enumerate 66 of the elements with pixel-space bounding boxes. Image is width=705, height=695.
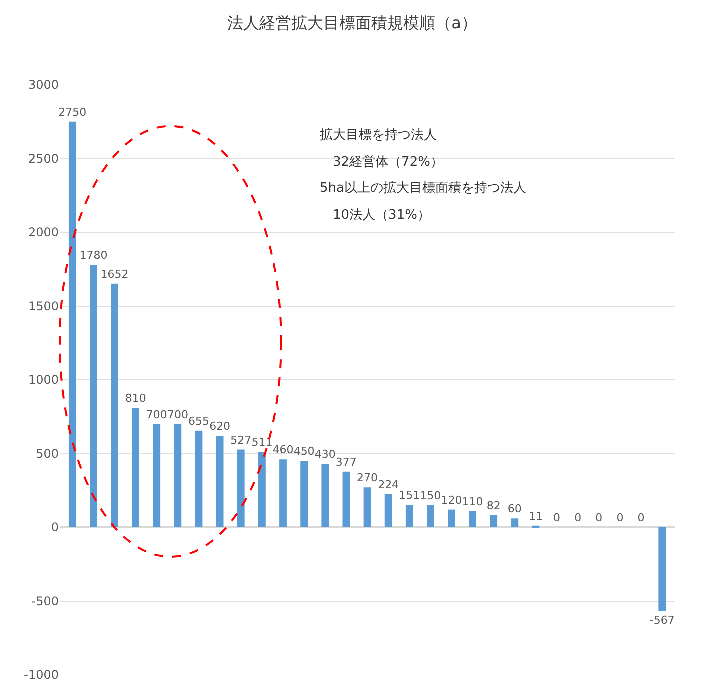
bar [322,464,330,528]
bar [511,518,519,528]
annotation: 32経営体（72%） [320,155,444,170]
bar [364,488,372,528]
bar [427,505,434,528]
data-label: 110 [462,495,484,508]
y-tick-label: 0 [51,520,59,535]
bar [384,494,392,528]
data-label: 150 [420,489,442,502]
bar [658,528,666,612]
data-label: 511 [252,436,273,450]
annotation: 拡大目標を持つ法人 [320,128,437,143]
y-tick-label: -500 [32,594,59,608]
y-tick-label: 1500 [28,299,59,314]
bar [111,284,118,528]
bar [237,450,245,528]
data-label: 151 [399,489,420,502]
bar [153,424,161,528]
y-tick-label: 2000 [28,226,59,240]
data-label: 0 [596,512,603,524]
data-label: 11 [528,510,543,523]
bar [216,436,224,528]
data-label: 120 [441,494,462,507]
data-label: 0 [638,512,645,524]
data-label: 450 [294,445,315,458]
data-label: 620 [210,420,231,434]
data-label: 82 [486,499,501,512]
data-label: 2750 [58,106,87,119]
data-label: 1780 [80,248,108,262]
bar [448,510,456,528]
bar [132,408,140,528]
data-label: 700 [167,408,188,422]
bar [406,505,414,528]
annotation: 5ha以上の拡大目標面積を持つ法人 [320,181,526,196]
chart-title: 法人経営拡大目標面積規模順（a） [228,14,478,33]
bar [469,511,476,528]
bar [258,452,266,528]
bar [342,472,350,528]
data-label: 655 [188,414,210,428]
data-label: 377 [336,456,357,469]
bar [300,461,308,528]
y-tick-label: 500 [36,446,59,461]
bar [68,122,76,528]
y-tick-label: 3000 [28,78,59,92]
y-tick-label: -1000 [24,668,59,682]
y-tick-label: 1000 [28,373,59,388]
bar [195,430,203,528]
data-label: 270 [357,472,378,485]
data-label: 0 [554,512,561,524]
data-label: 527 [230,434,252,447]
data-label: 460 [272,444,294,457]
bar [490,515,498,528]
data-label: 224 [378,478,400,492]
bar [90,264,98,528]
data-label: 0 [616,512,624,524]
annotation: 10法人（31%） [320,208,430,223]
y-tick-label: 2500 [28,152,59,166]
bar [174,424,182,528]
data-label: -567 [650,614,675,628]
data-label: 60 [508,502,522,516]
data-label: 1652 [100,268,129,281]
data-label: 810 [125,392,146,406]
data-label: 0 [574,512,582,524]
bar [280,460,287,528]
data-label: 700 [146,408,168,422]
data-label: 430 [314,448,336,462]
